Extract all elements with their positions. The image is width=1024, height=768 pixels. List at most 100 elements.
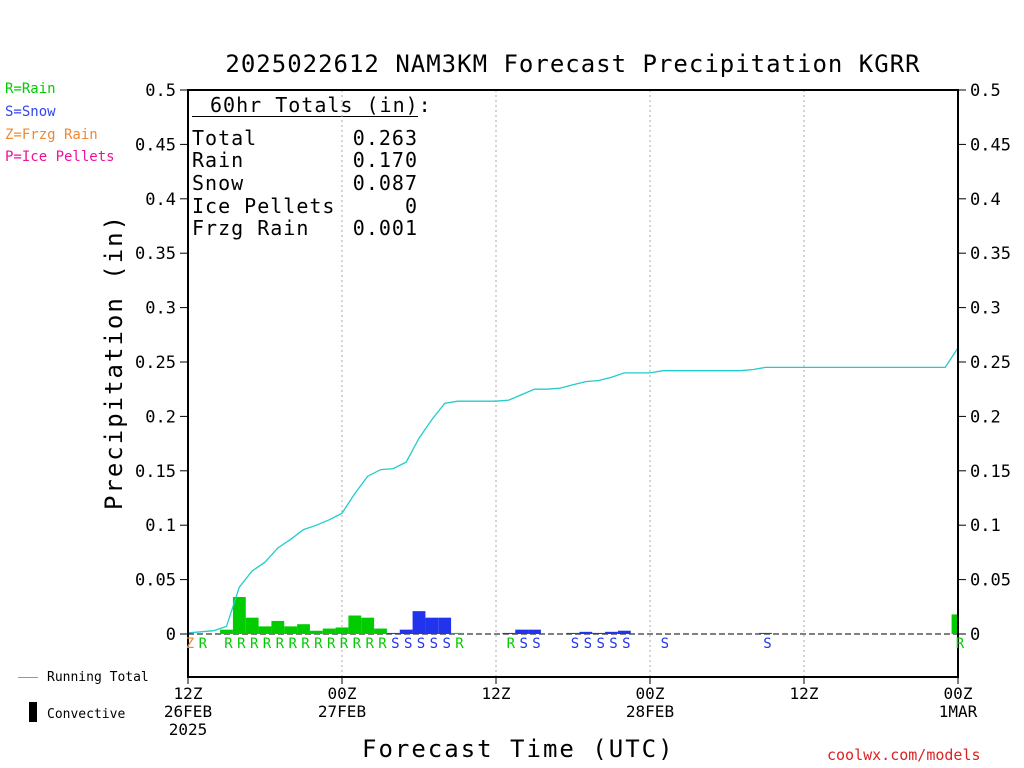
chart-title: 2025022612 NAM3KM Forecast Precipitation… bbox=[225, 50, 921, 78]
precip-bar-45h bbox=[759, 632, 772, 634]
precip-type-letter: S bbox=[609, 636, 617, 652]
totals-value-rain: 0.170 bbox=[352, 148, 418, 172]
precip-bar-30h bbox=[566, 632, 580, 634]
precip-type-letter: R bbox=[507, 636, 516, 652]
precip-type-letter: R bbox=[378, 636, 387, 652]
precip-type-letter: R bbox=[250, 636, 259, 652]
precip-bar-9h bbox=[297, 624, 310, 634]
totals-label-rain: Rain bbox=[192, 148, 245, 172]
y-tick-label-right: 0.15 bbox=[970, 462, 1011, 482]
precip-bar-6h bbox=[258, 626, 272, 634]
running-total-legend-line bbox=[18, 677, 38, 678]
y-tick-label-left: 0.4 bbox=[145, 190, 176, 210]
precip-bar-34h bbox=[617, 630, 631, 634]
precip-bar-27h bbox=[528, 629, 541, 634]
x-tick-label: 12Z bbox=[790, 684, 819, 703]
y-tick-label-right: 0.4 bbox=[970, 190, 1001, 210]
x-axis-label: Forecast Time (UTC) bbox=[362, 735, 675, 763]
precip-bar-13h bbox=[348, 615, 362, 634]
precip-type-letter: R bbox=[199, 636, 208, 652]
precip-bar-12h bbox=[335, 627, 349, 634]
y-tick-label-right: 0.5 bbox=[970, 81, 1001, 101]
x-tick-label: 00Z bbox=[636, 684, 665, 703]
running-total-legend-label: Running Total bbox=[47, 670, 149, 685]
y-tick-label-left: 0.5 bbox=[145, 81, 176, 101]
y-tick-label-right: 0.45 bbox=[970, 135, 1011, 155]
y-tick-label-right: 0.35 bbox=[970, 244, 1011, 264]
precip-type-letter: R bbox=[340, 636, 349, 652]
precip-bar-20h bbox=[438, 617, 452, 634]
totals-value-frzg-rain: 0.001 bbox=[352, 216, 418, 240]
precip-type-letter: R bbox=[327, 636, 336, 652]
precip-bar-26h bbox=[515, 629, 529, 634]
x-tick-label: 00Z bbox=[944, 684, 973, 703]
precip-type-letter: S bbox=[763, 636, 771, 652]
x-tick-label: 12Z bbox=[174, 684, 203, 703]
precip-type-letter: R bbox=[237, 636, 246, 652]
precip-bar-21h bbox=[451, 632, 464, 634]
convective-legend-swatch bbox=[29, 702, 37, 722]
precip-type-letter: R bbox=[365, 636, 374, 652]
precip-bar-32h bbox=[592, 632, 606, 634]
y-tick-label-right: 0.05 bbox=[970, 571, 1011, 591]
totals-value-snow: 0.087 bbox=[352, 171, 418, 195]
precip-type-letter: S bbox=[661, 636, 669, 652]
precip-type-letter: S bbox=[417, 636, 425, 652]
precip-bar-5h bbox=[245, 617, 259, 634]
precip-bar-60h bbox=[951, 614, 958, 634]
x-tick-label: 1MAR bbox=[939, 702, 978, 721]
precip-type-letter: S bbox=[532, 636, 540, 652]
totals-label-snow: Snow bbox=[192, 171, 245, 195]
y-tick-label-left: 0.45 bbox=[135, 135, 176, 155]
totals-label-total: Total bbox=[192, 126, 258, 150]
precip-type-letter: R bbox=[263, 636, 272, 652]
y-tick-label-right: 0.25 bbox=[970, 353, 1011, 373]
precip-type-letter: R bbox=[301, 636, 310, 652]
precip-bar-25h bbox=[502, 632, 516, 634]
y-tick-label-left: 0 bbox=[166, 625, 176, 645]
precip-bar-31h bbox=[579, 631, 593, 634]
y-tick-label-left: 0.05 bbox=[135, 571, 176, 591]
totals-value-total: 0.263 bbox=[352, 126, 418, 150]
precip-bar-7h bbox=[271, 620, 285, 634]
precip-bars bbox=[220, 597, 958, 634]
precip-bar-3h bbox=[220, 629, 233, 634]
precip-bar-10h bbox=[309, 630, 323, 634]
precip-type-letter: S bbox=[571, 636, 579, 652]
x-tick-label: 00Z bbox=[328, 684, 357, 703]
axes: 0 0 0.05 0.05 0.1 0.1 0.15 0.15 0.2 0.2 0.25 0.25 0.… bbox=[135, 81, 1011, 739]
precip-type-letter: R bbox=[314, 636, 323, 652]
precip-type-letter: S bbox=[404, 636, 412, 652]
precip-type-letter: R bbox=[956, 636, 965, 652]
legend-snow: S=Snow bbox=[5, 104, 56, 120]
precip-bar-17h bbox=[399, 629, 413, 634]
totals-heading-underline bbox=[192, 116, 418, 117]
precip-bar-14h bbox=[361, 617, 375, 634]
precip-type-letter: R bbox=[276, 636, 285, 652]
y-tick-label-right: 0.3 bbox=[970, 299, 1001, 319]
grid-lines bbox=[188, 90, 958, 677]
totals-label-ice-pellets: Ice Pellets bbox=[192, 194, 336, 218]
precip-bar-18h bbox=[412, 611, 426, 634]
precip-type-letter: S bbox=[584, 636, 592, 652]
legend-ice-pellets: P=Ice Pellets bbox=[5, 149, 115, 165]
precip-type-letter: R bbox=[455, 636, 464, 652]
precip-bar-8h bbox=[284, 626, 298, 634]
x-tick-label: 26FEB bbox=[164, 702, 212, 721]
precip-type-letter: S bbox=[442, 636, 450, 652]
precip-bar-15h bbox=[374, 628, 387, 634]
running-total-series bbox=[187, 347, 959, 634]
y-tick-label-left: 0.25 bbox=[135, 353, 176, 373]
running-total-line bbox=[187, 347, 959, 634]
y-tick-label-right: 0 bbox=[970, 625, 980, 645]
precip-type-letter: R bbox=[288, 636, 297, 652]
precip-bar-33h bbox=[605, 631, 618, 634]
y-tick-label-left: 0.3 bbox=[145, 299, 176, 319]
precip-type-letter: Z bbox=[186, 636, 194, 652]
precip-type-letter: S bbox=[519, 636, 527, 652]
x-tick-label: 2025 bbox=[169, 720, 208, 739]
totals-value-ice-pellets: 0 bbox=[404, 194, 418, 218]
precip-bar-19h bbox=[425, 617, 439, 634]
y-tick-label-right: 0.1 bbox=[970, 516, 1001, 536]
